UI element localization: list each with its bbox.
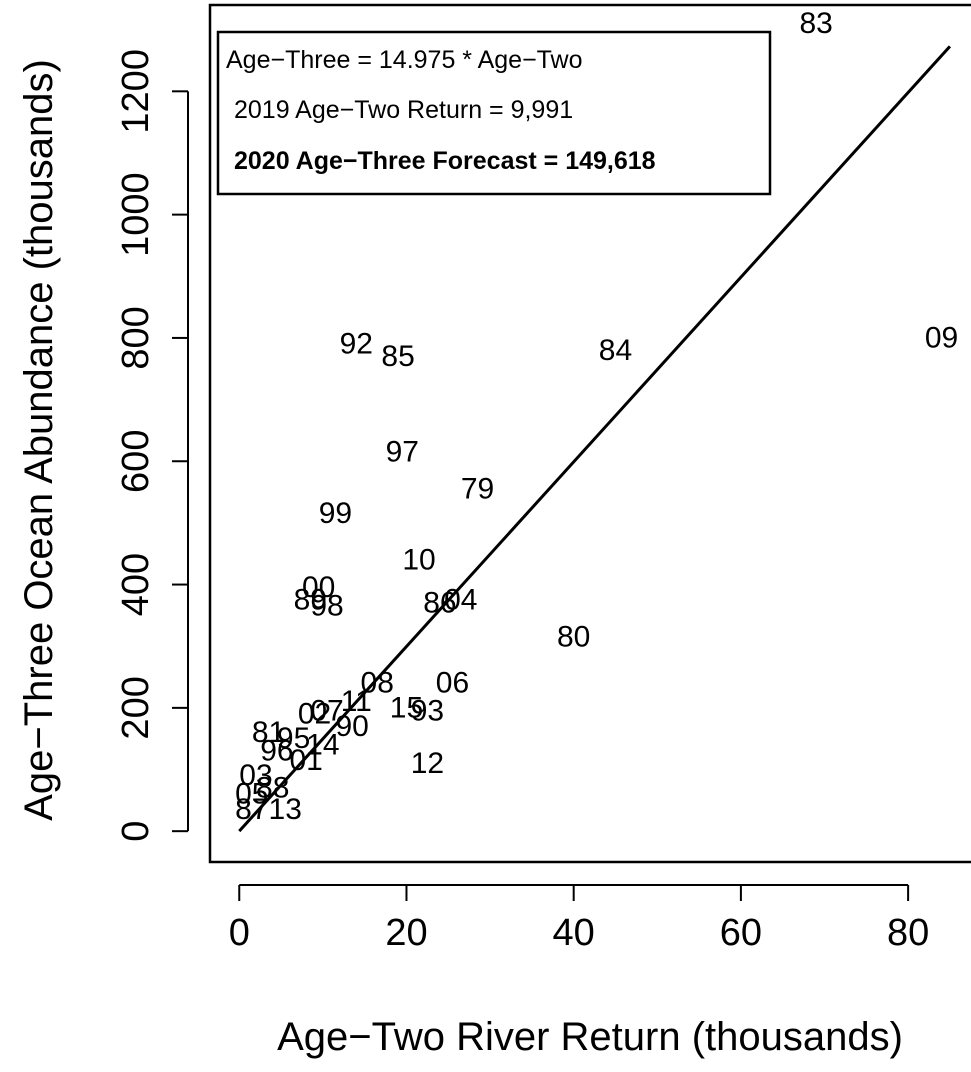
y-tick-label-400: 400 [115, 553, 157, 616]
point-label-90: 90 [335, 710, 368, 743]
point-label-09: 09 [925, 321, 958, 354]
point-label-04: 04 [444, 583, 477, 616]
y-axis-title: Age−Three Ocean Abundance (thousands) [17, 59, 61, 821]
y-tick-label-1000: 1000 [115, 172, 157, 257]
y-tick-label-0: 0 [115, 821, 157, 842]
point-label-10: 10 [402, 543, 435, 576]
point-label-98: 98 [310, 590, 343, 623]
point-label-92: 92 [340, 328, 373, 361]
point-label-14: 14 [306, 728, 339, 761]
point-label-84: 84 [599, 334, 632, 367]
point-label-07: 07 [310, 694, 343, 727]
legend-line-3: 2020 Age−Three Forecast = 149,618 [234, 147, 656, 175]
legend-line-2: 2019 Age−Two Return = 9,991 [234, 96, 573, 124]
point-label-97: 97 [386, 435, 419, 468]
x-tick-label-40: 40 [553, 912, 595, 954]
point-label-03: 03 [239, 759, 272, 792]
point-label-02: 02 [298, 698, 331, 731]
x-axis-title: Age−Two River Return (thousands) [277, 1015, 903, 1059]
regression-line [238, 45, 952, 833]
x-tick-label-20: 20 [385, 912, 427, 954]
point-label-81: 81 [252, 716, 285, 749]
point-label-15: 15 [390, 691, 423, 724]
point-label-96: 96 [260, 735, 293, 768]
point-label-12: 12 [411, 747, 444, 780]
point-label-06: 06 [436, 667, 469, 700]
point-label-79: 79 [461, 472, 494, 505]
plot-frame [208, 3, 971, 864]
point-label-85: 85 [381, 340, 414, 373]
legend-box [216, 30, 772, 196]
x-tick-label-0: 0 [229, 912, 250, 954]
y-tick-label-600: 600 [115, 430, 157, 493]
point-label-89: 89 [294, 583, 327, 616]
point-label-80: 80 [557, 620, 590, 653]
x-tick-label-80: 80 [887, 912, 929, 954]
legend-line-1: Age−Three = 14.975 * Age−Two [226, 46, 583, 74]
y-tick-label-200: 200 [115, 676, 157, 739]
x-tick-label-60: 60 [720, 912, 762, 954]
point-label-83: 83 [799, 7, 832, 40]
point-label-00: 00 [302, 571, 335, 604]
y-tick-label-1200: 1200 [115, 49, 157, 134]
point-label-95: 95 [277, 722, 310, 755]
point-label-08: 08 [361, 667, 394, 700]
point-label-99: 99 [319, 497, 352, 530]
point-label-01: 01 [289, 744, 322, 777]
point-label-05: 05 [235, 778, 268, 811]
point-label-13: 13 [269, 793, 302, 826]
point-label-86: 86 [423, 587, 456, 620]
point-label-87: 87 [235, 793, 268, 826]
point-label-88: 88 [256, 772, 289, 805]
y-tick-label-800: 800 [115, 306, 157, 369]
point-label-11: 11 [341, 685, 372, 718]
point-label-93: 93 [411, 694, 444, 727]
